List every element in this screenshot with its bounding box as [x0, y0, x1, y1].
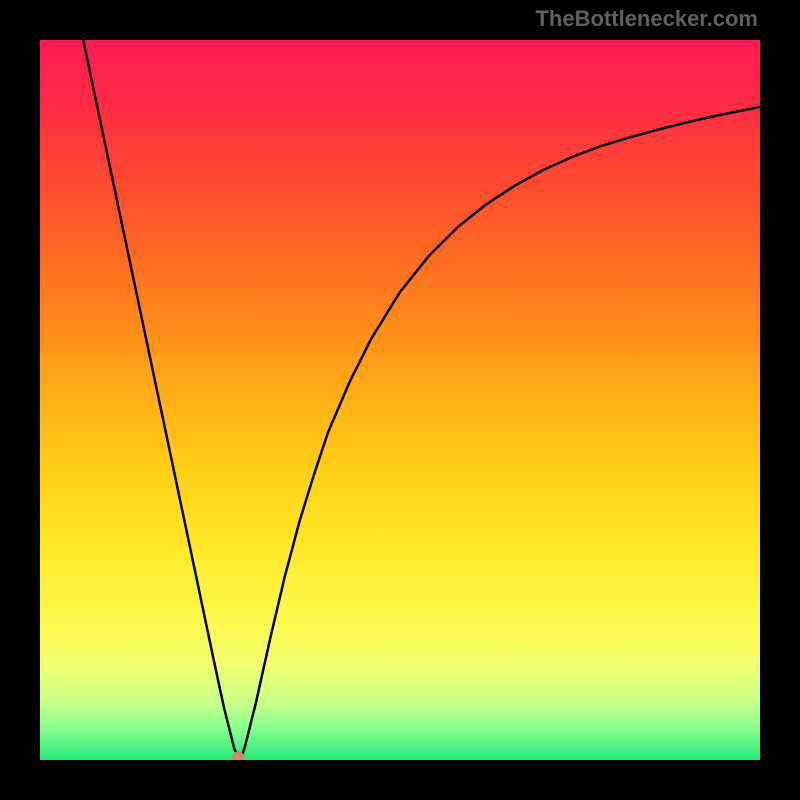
plot-background	[40, 40, 760, 760]
watermark-label: TheBottlenecker.com	[535, 6, 758, 32]
plot-area	[40, 40, 760, 760]
chart-container: TheBottlenecker.com	[0, 0, 800, 800]
